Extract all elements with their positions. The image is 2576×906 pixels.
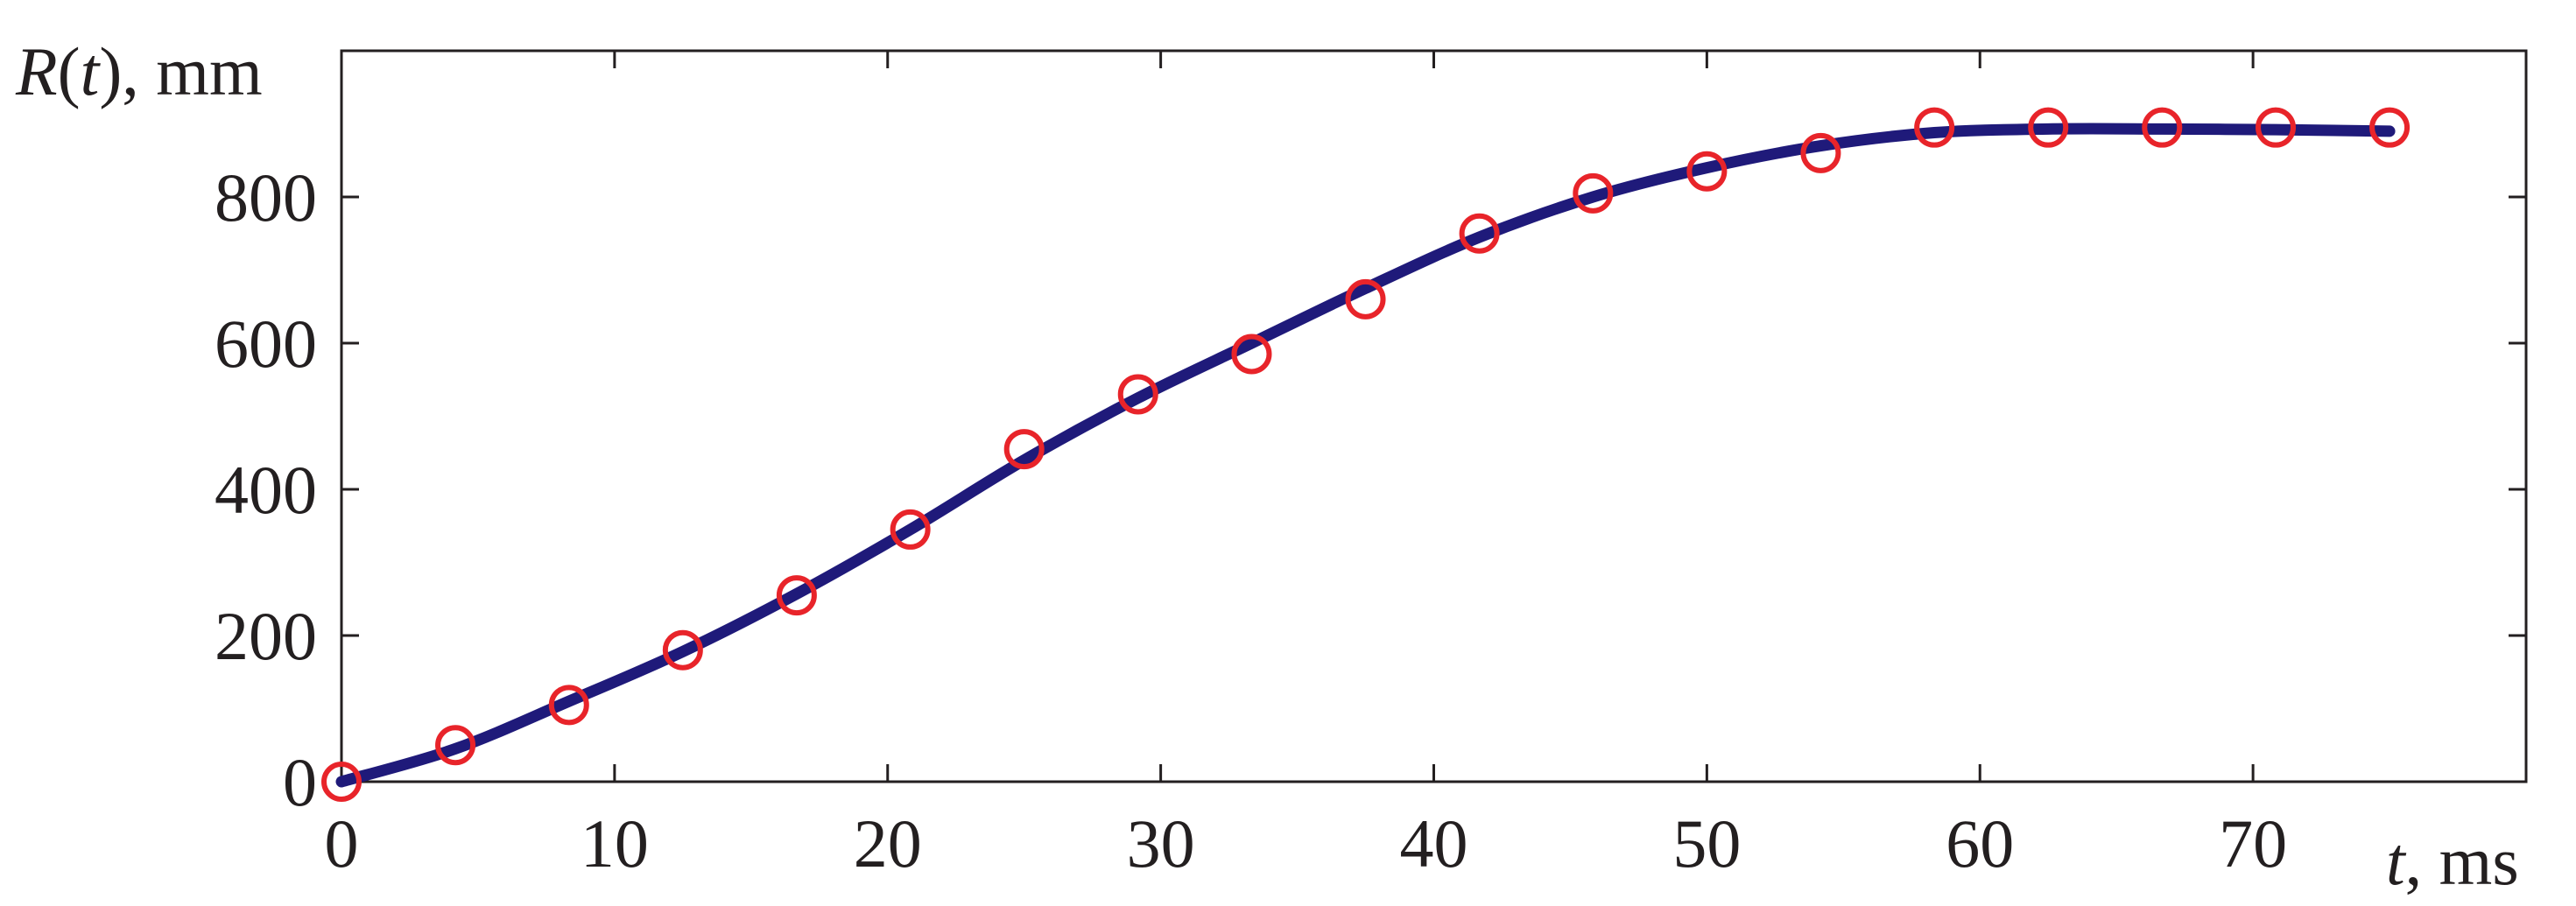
y-axis-label-var: R bbox=[15, 33, 58, 109]
x-tick-label: 50 bbox=[1672, 805, 1741, 881]
data-point-marker bbox=[1117, 374, 1158, 415]
y-tick-label: 400 bbox=[215, 452, 317, 528]
y-tick-label: 600 bbox=[215, 306, 317, 382]
data-point-marker bbox=[1686, 151, 1728, 192]
data-point-marker bbox=[1573, 172, 1614, 214]
data-point-marker bbox=[2028, 107, 2069, 148]
series-layer bbox=[321, 107, 2411, 802]
y-axis-label-unit: , mm bbox=[122, 33, 262, 109]
y-axis-label-close-paren: ) bbox=[99, 33, 122, 109]
data-point-marker bbox=[2369, 107, 2411, 148]
x-axis-label-var: t bbox=[2386, 823, 2407, 899]
data-point-marker bbox=[890, 509, 931, 550]
data-point-marker bbox=[662, 629, 703, 671]
x-tick-label: 60 bbox=[1946, 805, 2014, 881]
y-axis-label-open-paren: ( bbox=[58, 33, 81, 109]
data-point-marker bbox=[435, 725, 476, 766]
data-point-marker bbox=[321, 762, 362, 802]
data-point-marker bbox=[1914, 107, 1955, 148]
x-tick-label: 20 bbox=[854, 805, 922, 881]
x-tick-label: 30 bbox=[1127, 805, 1195, 881]
y-axis-label-arg: t bbox=[81, 33, 102, 109]
x-tick-label: 10 bbox=[581, 805, 649, 881]
data-point-marker bbox=[1800, 132, 1841, 173]
data-point-marker bbox=[1345, 278, 1386, 320]
x-axis-label: t, ms bbox=[2386, 823, 2519, 899]
data-point-marker bbox=[776, 575, 817, 616]
data-point-marker bbox=[2256, 107, 2297, 148]
axis-ticks bbox=[340, 51, 2526, 783]
data-point-marker bbox=[548, 685, 589, 726]
x-axis-label-unit: , ms bbox=[2405, 823, 2519, 899]
x-tick-label: 70 bbox=[2219, 805, 2287, 881]
y-tick-label: 200 bbox=[215, 598, 317, 674]
plot-frame bbox=[340, 49, 2528, 783]
y-tick-label: 800 bbox=[215, 159, 317, 235]
data-point-marker bbox=[1003, 429, 1045, 470]
y-axis-label: R(t), mm bbox=[15, 33, 263, 109]
series-line bbox=[335, 123, 2396, 788]
data-point-marker bbox=[2142, 107, 2183, 148]
y-tick-label: 0 bbox=[283, 744, 317, 820]
data-point-marker bbox=[1459, 213, 1500, 254]
tick-labels: 0 10 20 30 40 50 60 70 0 200 400 600 800 bbox=[215, 159, 2287, 881]
x-tick-label: 40 bbox=[1400, 805, 1468, 881]
data-point-marker bbox=[1231, 334, 1272, 375]
x-tick-label: 0 bbox=[325, 805, 359, 881]
